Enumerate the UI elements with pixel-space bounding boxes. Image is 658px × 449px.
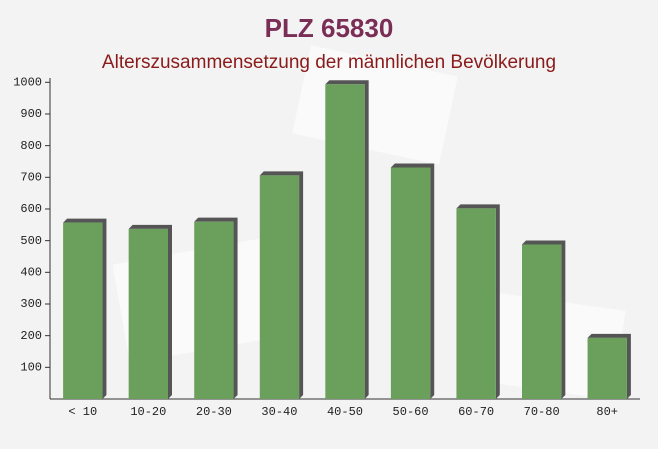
x-tick-label: 80+	[596, 405, 618, 419]
bar	[63, 222, 103, 399]
y-tick-label: 400	[20, 265, 42, 279]
bar	[259, 175, 300, 399]
bar	[522, 244, 562, 399]
y-tick-label: 100	[20, 361, 42, 375]
y-tick-label: 600	[20, 202, 42, 216]
y-tick-label: 500	[20, 234, 42, 248]
y-tick-label: 800	[20, 139, 42, 153]
y-tick-label: 200	[20, 329, 42, 343]
x-tick-label: 40-50	[327, 405, 363, 419]
x-tick-label: 30-40	[261, 405, 297, 419]
bar	[390, 167, 431, 399]
bar	[194, 221, 234, 399]
chart-subtitle: Alterszusammensetzung der männlichen Bev…	[102, 52, 556, 73]
y-tick-label: 300	[20, 297, 42, 311]
y-tick-label: 900	[20, 107, 42, 121]
y-tick-label: 700	[20, 170, 42, 184]
x-tick-label: 50-60	[393, 405, 429, 419]
bar	[128, 228, 168, 399]
bar	[325, 84, 365, 400]
x-tick-label: 10-20	[130, 405, 166, 419]
y-tick-label: 1000	[13, 75, 42, 89]
x-tick-label: 70-80	[524, 405, 560, 419]
x-tick-label: 60-70	[458, 405, 494, 419]
x-tick-label: 20-30	[196, 405, 232, 419]
x-tick-label: < 10	[68, 405, 97, 419]
bar	[456, 208, 496, 399]
chart-title: PLZ 65830	[265, 13, 394, 43]
bar	[587, 337, 627, 399]
